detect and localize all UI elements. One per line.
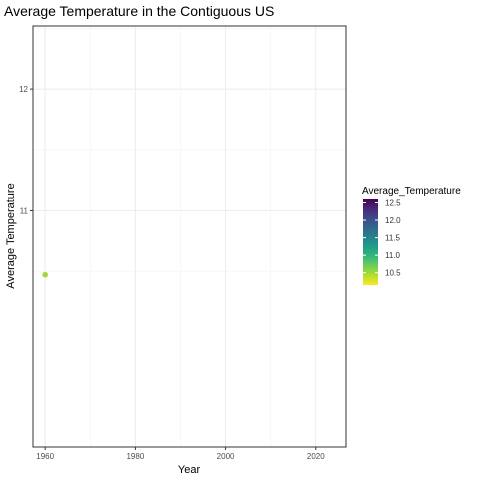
y-tick-label: 11 <box>20 206 29 215</box>
x-tick-label: 1980 <box>126 452 144 461</box>
x-tick-label: 1960 <box>36 452 54 461</box>
plot-border <box>32 25 347 448</box>
legend-colorbar <box>363 199 378 285</box>
x-tick-label: 2020 <box>307 452 325 461</box>
x-axis: 1960 1980 2000 2020 <box>36 447 325 461</box>
legend-ticks: 10.5 11.0 11.5 12.0 12.5 <box>363 199 401 278</box>
y-axis-title: Average Temperature <box>5 183 17 288</box>
x-tick-label: 2000 <box>217 452 235 461</box>
color-legend: Average_Temperature 10.5 11.0 11.5 12.0 12.5 <box>362 186 461 285</box>
legend-title: Average_Temperature <box>362 186 461 197</box>
legend-break-label: 12.5 <box>385 199 401 208</box>
grid-lines <box>33 26 346 447</box>
y-axis: 11 12 <box>19 85 33 215</box>
plot-area <box>32 25 347 448</box>
legend-break-label: 12.0 <box>385 216 401 225</box>
y-tick-label: 12 <box>19 85 28 94</box>
plot-panel <box>33 26 346 447</box>
legend-break-label: 10.5 <box>385 269 401 278</box>
x-axis-title: Year <box>178 464 201 476</box>
data-points <box>42 271 48 278</box>
legend-break-label: 11.0 <box>385 251 401 260</box>
legend-break-label: 11.5 <box>385 234 401 243</box>
chart-title: Average Temperature in the Contiguous US <box>4 3 274 19</box>
data-point <box>42 271 48 278</box>
